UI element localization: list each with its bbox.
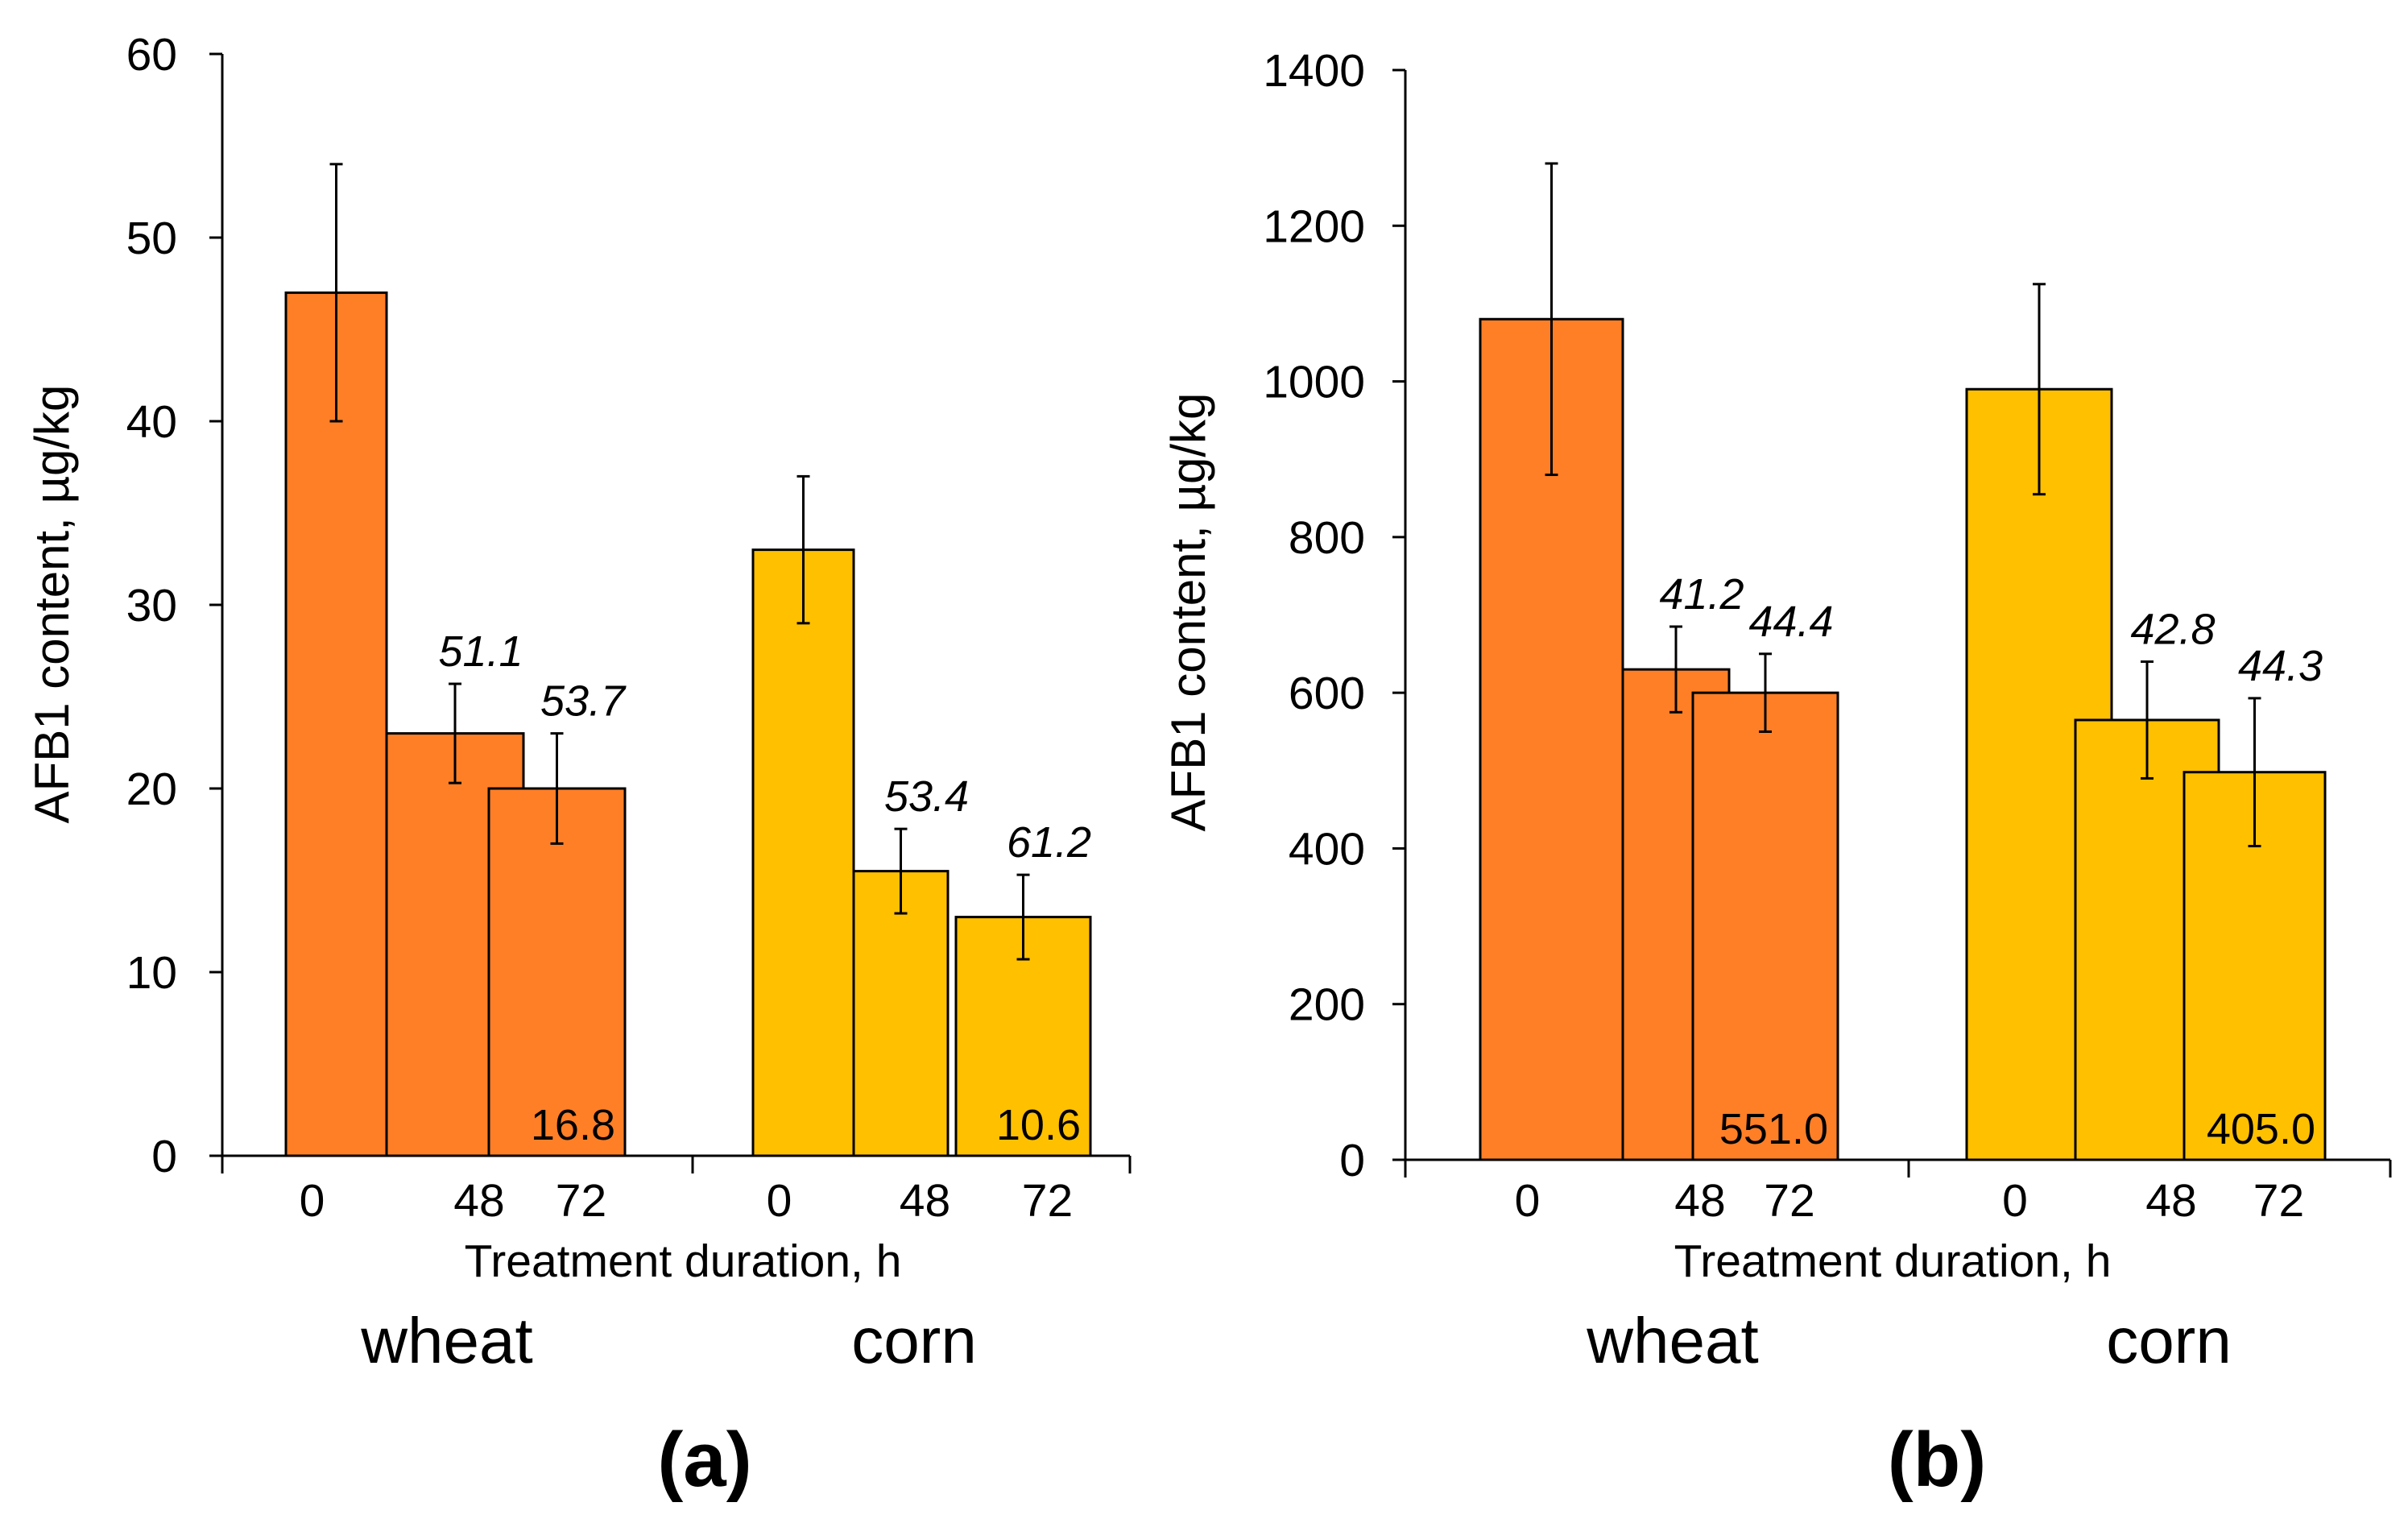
y-axis-title: AFB1 content, µg/kg [1161,393,1215,832]
x-category-label: 48 [900,1175,950,1227]
panel-label: (b) [1888,1417,1987,1503]
error-bar [894,827,908,915]
y-tick-label: 50 [126,213,177,264]
bar-corn-0h [751,548,855,1157]
error-bar [329,163,343,423]
y-tick-label: 1400 [1263,45,1365,97]
y-tick-label: 400 [1289,823,1365,875]
reduction-label: 51.1 [438,627,523,676]
bar-wheat-72h [1691,691,1839,1161]
error-bar [1016,873,1030,961]
y-tick-label: 0 [1339,1135,1365,1186]
y-tick-label: 20 [126,764,177,815]
x-category-label: 0 [2002,1175,2028,1227]
reduction-label: 44.4 [1748,598,1833,646]
error-bar [1759,652,1772,733]
reduction-label: 44.3 [2238,642,2323,690]
bar-wheat-0h [284,291,388,1157]
reduction-label: 53.4 [884,772,969,821]
y-tick-label: 30 [126,580,177,631]
error-bar [2141,660,2154,780]
reduction-label: 61.2 [1007,818,1091,867]
error-bar [796,474,810,625]
x-category-label: 0 [300,1175,325,1227]
group-label-wheat: wheat [360,1305,532,1376]
y-tick-label: 10 [126,947,177,999]
x-category-label: 72 [2253,1175,2304,1227]
x-category-label: 48 [453,1175,504,1227]
chart-panel-b: 0 200 400 600 800 1000 1200 1400 0 41.2 48 44.4 72 55… [1161,45,2392,1503]
y-tick-label: 0 [151,1131,177,1182]
x-axis-title: Treatment duration, h [465,1235,902,1287]
panel-label: (a) [657,1417,751,1503]
x-category-label: 0 [767,1175,792,1227]
bar-inner-value-label: 16.8 [531,1101,615,1149]
reduction-label: 42.8 [2130,605,2215,653]
y-axis-title: AFB1 content, µg/kg [25,385,79,824]
x-category-label: 48 [1674,1175,1725,1227]
y-tick-label: 1200 [1263,201,1365,252]
y-tick-label: 60 [126,29,177,81]
bar-inner-value-label: 551.0 [1719,1105,1828,1153]
chart-panel-a: 0 10 20 30 40 50 60 0 51.1 48 53.7 72 16.8 wheat 0 53.4… [25,29,1132,1503]
x-category-label: 72 [1022,1175,1073,1227]
y-tick-label: 40 [126,396,177,448]
x-category-label: 0 [1515,1175,1541,1227]
reduction-label: 41.2 [1659,570,1744,619]
error-bar [2248,697,2261,848]
group-label-wheat: wheat [1586,1305,1758,1376]
error-bar [449,682,461,784]
bar-inner-value-label: 10.6 [996,1101,1081,1149]
error-bar [1669,625,1682,714]
y-tick-label: 800 [1289,512,1365,564]
x-category-label: 72 [556,1175,606,1227]
y-tick-label: 1000 [1263,357,1365,408]
x-axis-title: Treatment duration, h [1674,1235,2112,1287]
error-bar [550,732,564,845]
error-bar [2033,283,2046,496]
group-label-corn: corn [2106,1305,2232,1376]
bar-inner-value-label: 405.0 [2207,1105,2315,1153]
y-tick-label: 600 [1289,668,1365,719]
reduction-label: 53.7 [540,677,627,726]
y-tick-label: 200 [1289,979,1365,1031]
x-category-label: 72 [1764,1175,1814,1227]
error-bar [1545,162,1558,477]
group-label-corn: corn [851,1305,977,1376]
x-category-label: 48 [2145,1175,2196,1227]
